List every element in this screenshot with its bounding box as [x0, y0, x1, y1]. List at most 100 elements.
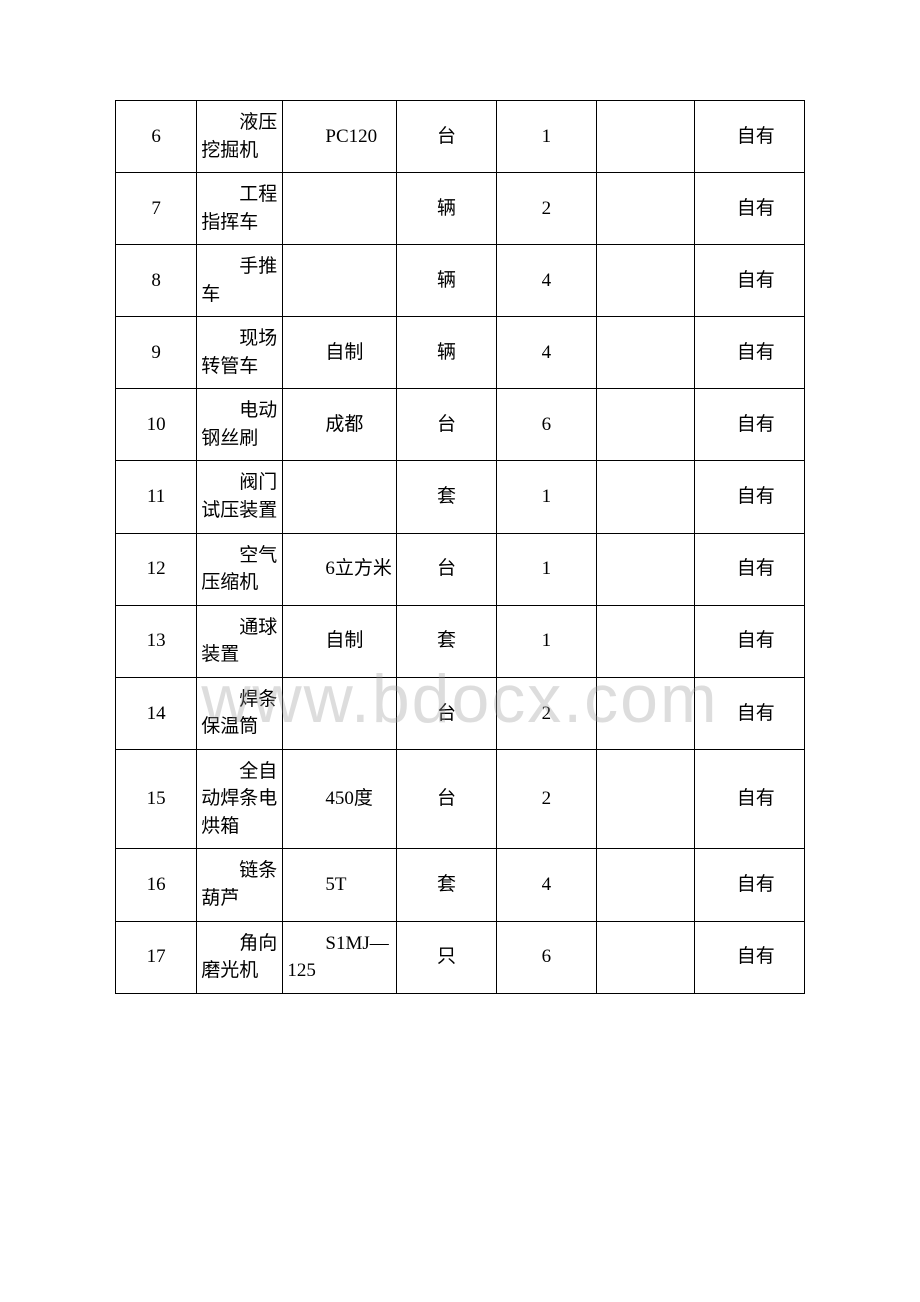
cell-spec-text: 450度: [287, 785, 392, 813]
cell-spec: 5T: [283, 849, 397, 921]
cell-name-text: 电动钢丝刷: [201, 397, 278, 452]
table-row: 8手推车 辆4 自有: [116, 245, 805, 317]
cell-own: 自有: [694, 317, 804, 389]
cell-name: 链条葫芦: [197, 849, 283, 921]
table-row: 14焊条保温筒台2自有: [116, 677, 805, 749]
cell-spec: S1MJ—125: [283, 921, 397, 993]
cell-name: 全自动焊条电烘箱: [197, 749, 283, 849]
cell-unit: 套: [397, 605, 497, 677]
cell-own-text: 自有: [699, 195, 800, 223]
cell-own: 自有: [694, 849, 804, 921]
cell-own: 自有: [694, 921, 804, 993]
cell-own: 自有: [694, 245, 804, 317]
cell-unit: 辆: [397, 245, 497, 317]
table-row: 16链条葫芦 5T套4 自有: [116, 849, 805, 921]
cell-name: 角向磨光机: [197, 921, 283, 993]
cell-own-text: 自有: [699, 555, 800, 583]
cell-qty: 1: [496, 533, 596, 605]
cell-own: 自有: [694, 101, 804, 173]
cell-index: 16: [116, 849, 197, 921]
cell-own: 自有: [694, 605, 804, 677]
cell-index: 15: [116, 749, 197, 849]
cell-spec-text: 成都: [287, 411, 392, 439]
cell-spec: [283, 461, 397, 533]
table-row: 12空气压缩机 6立方米台1 自有: [116, 533, 805, 605]
cell-name: 空气压缩机: [197, 533, 283, 605]
cell-name-text: 空气压缩机: [201, 542, 278, 597]
cell-spec: 450度: [283, 749, 397, 849]
cell-qty: 1: [496, 605, 596, 677]
cell-spec: PC120: [283, 101, 397, 173]
cell-spec: [283, 173, 397, 245]
cell-own-text: 自有: [699, 411, 800, 439]
cell-name-text: 通球装置: [201, 614, 278, 669]
cell-own-text: 自有: [699, 123, 800, 151]
cell-index: 14: [116, 677, 197, 749]
equipment-tbody: 6液压挖掘机PC120台1自有7工程指挥车辆2自有8手推车辆4自有9现场转管车自…: [116, 101, 805, 994]
cell-own-text: 自有: [699, 339, 800, 367]
cell-name-text: 工程指挥车: [201, 181, 278, 236]
cell-name-text: 液压挖掘机: [201, 109, 278, 164]
cell-blank: [596, 389, 694, 461]
cell-own: 自有: [694, 389, 804, 461]
cell-name: 阀门试压装置: [197, 461, 283, 533]
cell-blank: [596, 533, 694, 605]
cell-name: 通球装置: [197, 605, 283, 677]
cell-qty: 4: [496, 317, 596, 389]
cell-unit: 台: [397, 533, 497, 605]
cell-blank: [596, 605, 694, 677]
cell-qty: 2: [496, 173, 596, 245]
cell-index: 6: [116, 101, 197, 173]
cell-unit: 只: [397, 921, 497, 993]
cell-own: 自有: [694, 749, 804, 849]
cell-index: 8: [116, 245, 197, 317]
cell-qty: 4: [496, 245, 596, 317]
cell-blank: [596, 849, 694, 921]
cell-index: 17: [116, 921, 197, 993]
cell-index: 13: [116, 605, 197, 677]
cell-blank: [596, 173, 694, 245]
cell-index: 12: [116, 533, 197, 605]
cell-qty: 6: [496, 389, 596, 461]
cell-own: 自有: [694, 173, 804, 245]
cell-blank: [596, 461, 694, 533]
equipment-table: 6液压挖掘机PC120台1自有7工程指挥车辆2自有8手推车辆4自有9现场转管车自…: [115, 100, 805, 994]
cell-qty: 4: [496, 849, 596, 921]
cell-unit: 台: [397, 101, 497, 173]
table-row: 9现场转管车自制辆4 自有: [116, 317, 805, 389]
cell-name-text: 现场转管车: [201, 325, 278, 380]
cell-unit: 辆: [397, 317, 497, 389]
cell-qty: 2: [496, 677, 596, 749]
table-row: 15全自动焊条电烘箱450度台2自有: [116, 749, 805, 849]
cell-index: 11: [116, 461, 197, 533]
cell-index: 9: [116, 317, 197, 389]
table-row: 13通球装置自制套1自有: [116, 605, 805, 677]
cell-spec-text: PC120: [287, 123, 392, 151]
cell-name: 手推车: [197, 245, 283, 317]
cell-spec-text: 5T: [287, 871, 392, 899]
cell-spec: [283, 677, 397, 749]
table-row: 11阀门试压装置 套1 自有: [116, 461, 805, 533]
cell-qty: 1: [496, 461, 596, 533]
cell-name: 焊条保温筒: [197, 677, 283, 749]
table-row: 17角向磨光机S1MJ—125只6自有: [116, 921, 805, 993]
cell-index: 10: [116, 389, 197, 461]
cell-own-text: 自有: [699, 700, 800, 728]
cell-blank: [596, 749, 694, 849]
cell-name-text: 全自动焊条电烘箱: [201, 758, 278, 841]
cell-unit: 套: [397, 849, 497, 921]
cell-name-text: 焊条保温筒: [201, 686, 278, 741]
cell-spec: 成都: [283, 389, 397, 461]
cell-blank: [596, 245, 694, 317]
cell-blank: [596, 921, 694, 993]
table-row: 7工程指挥车辆2自有: [116, 173, 805, 245]
cell-own-text: 自有: [699, 267, 800, 295]
cell-spec-text: 自制: [287, 339, 392, 367]
cell-name-text: 链条葫芦: [201, 857, 278, 912]
cell-own: 自有: [694, 677, 804, 749]
cell-spec-text: 6立方米: [287, 555, 392, 583]
cell-own-text: 自有: [699, 871, 800, 899]
cell-spec: [283, 245, 397, 317]
cell-unit: 套: [397, 461, 497, 533]
cell-own-text: 自有: [699, 483, 800, 511]
